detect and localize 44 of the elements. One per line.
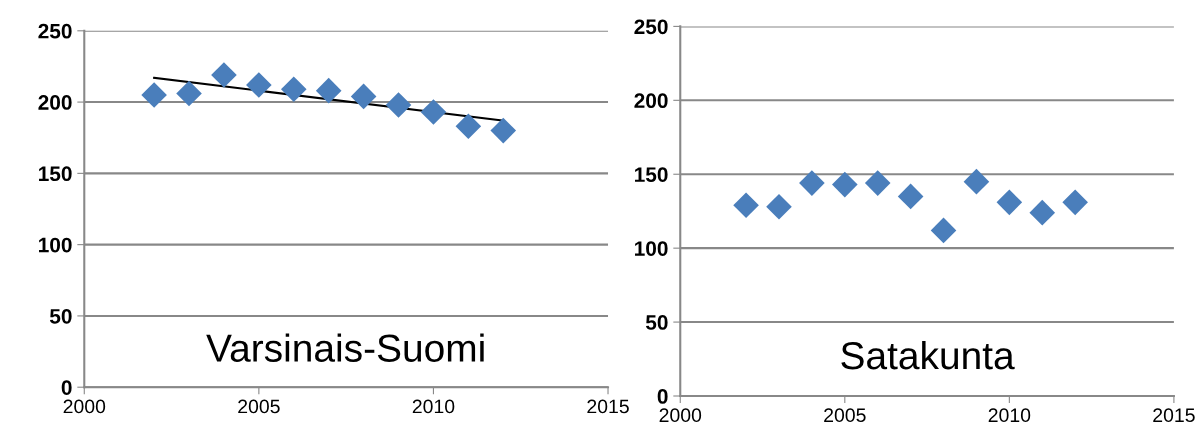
- x-tick-label: 2015: [1153, 408, 1195, 423]
- x-tick-label: 2000: [659, 408, 702, 423]
- y-tick-label: 0: [61, 380, 72, 395]
- x-tick-label: 2005: [824, 408, 866, 423]
- y-tick-label: 250: [38, 23, 72, 39]
- point: [141, 82, 167, 108]
- point: [315, 77, 342, 104]
- annotation: Satakunta: [841, 340, 1015, 370]
- x-tick-label: 2015: [587, 399, 629, 414]
- point: [864, 170, 891, 196]
- point: [733, 192, 759, 219]
- y-tick-label: 250: [634, 19, 668, 35]
- point: [211, 62, 237, 88]
- point: [246, 72, 272, 98]
- x-tick-label: 2005: [238, 399, 280, 414]
- point: [1062, 189, 1088, 216]
- point: [455, 113, 482, 140]
- y-tick-label: 100: [39, 237, 72, 253]
- point: [1029, 199, 1056, 226]
- annotation: Varsinais-Suomi: [206, 333, 484, 362]
- point: [897, 183, 924, 210]
- y-tick-label: 50: [49, 308, 72, 324]
- point: [420, 99, 447, 125]
- point: [280, 76, 307, 103]
- point: [799, 170, 825, 196]
- point: [963, 168, 990, 195]
- point: [350, 83, 377, 110]
- point: [766, 193, 792, 220]
- point: [930, 217, 957, 244]
- point: [490, 117, 517, 144]
- x-tick-label: 2000: [63, 399, 106, 414]
- x-tick-label: 2010: [412, 399, 455, 414]
- y-tick-label: 150: [39, 166, 72, 182]
- y-tick-label: 50: [645, 315, 668, 330]
- point: [176, 80, 202, 107]
- y-tick-label: 100: [635, 241, 668, 256]
- point: [832, 171, 858, 198]
- y-tick-label: 150: [635, 167, 668, 182]
- y-tick-label: 0: [657, 389, 668, 404]
- x-tick-label: 2010: [988, 408, 1031, 423]
- point: [996, 189, 1023, 216]
- y-tick-label: 200: [634, 93, 668, 109]
- y-tick-label: 200: [38, 95, 72, 110]
- point: [385, 92, 412, 118]
